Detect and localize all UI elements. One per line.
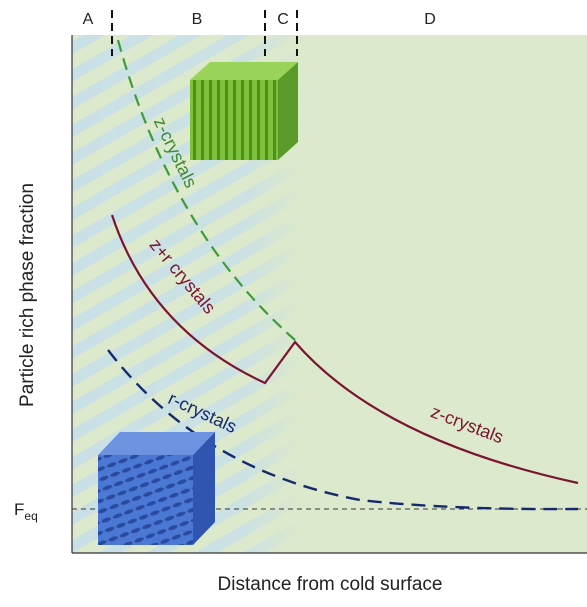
region-label: B	[192, 11, 203, 28]
z-r-crystal-curve	[110, 214, 579, 485]
region-label: A	[83, 11, 94, 28]
label: eq	[24, 509, 37, 523]
y-axis-label: Particle rich phase fraction	[17, 183, 38, 407]
r-crystal-cube	[98, 432, 215, 545]
z-crystal-curve-dashed	[116, 39, 296, 341]
region-dividers	[111, 10, 298, 56]
region-label: D	[424, 11, 436, 28]
r-crystal-curve	[107, 349, 579, 511]
equilibrium-label: Feq	[14, 500, 38, 523]
label: F	[14, 500, 24, 519]
x-axis-label: Distance from cold surface	[218, 574, 443, 595]
z-crystal-cube	[190, 62, 298, 160]
region-label: C	[277, 11, 289, 28]
